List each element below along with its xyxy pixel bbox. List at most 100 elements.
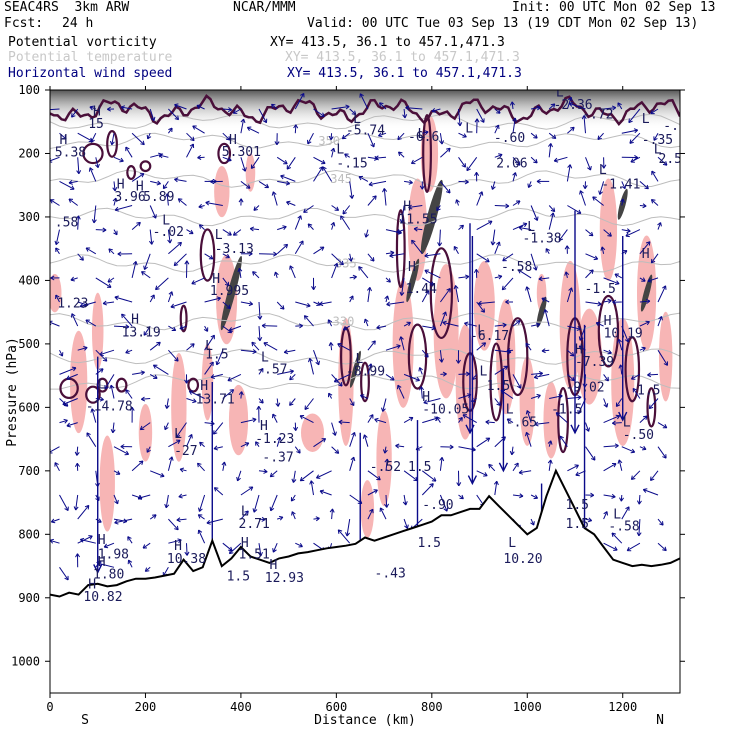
wind-vector-head xyxy=(150,294,155,299)
wind-vector-head xyxy=(455,359,461,364)
wind-vector xyxy=(544,309,550,327)
pv-extremum-value: 2.71 xyxy=(239,517,270,532)
wind-vector xyxy=(140,422,151,431)
wind-vector-head xyxy=(525,286,530,291)
wind-vector-head xyxy=(410,159,416,165)
y-tick-label: 300 xyxy=(18,210,40,224)
wind-vector xyxy=(439,311,447,327)
wind-vector-head xyxy=(555,412,561,417)
pv-low-marker: L xyxy=(356,352,364,367)
pv-extremum-value: 12.93 xyxy=(265,571,304,586)
wind-vector-head xyxy=(250,164,256,169)
wind-vector-head xyxy=(95,163,100,169)
wind-vector xyxy=(453,246,459,255)
wind-speed-shading xyxy=(376,410,392,507)
wind-vector-head xyxy=(423,399,428,405)
wind-vector xyxy=(648,398,659,409)
wind-vector xyxy=(585,269,594,279)
wind-vector-head xyxy=(273,271,279,276)
wind-vector xyxy=(167,229,171,244)
wind-vector-head xyxy=(213,445,218,451)
wind-vector xyxy=(657,422,668,429)
pv-extremum-value: 1.23 xyxy=(57,297,88,312)
wind-vector xyxy=(327,319,333,327)
wind-vector-head xyxy=(406,321,411,327)
wind-vector xyxy=(548,103,556,110)
wind-vector-head xyxy=(191,280,196,285)
wind-vector xyxy=(240,157,246,172)
wind-vector xyxy=(204,361,214,375)
wind-vector xyxy=(168,439,181,448)
wind-vector xyxy=(168,242,182,255)
wind-vector xyxy=(592,196,604,206)
wind-vector xyxy=(567,205,582,214)
wind-vector-head xyxy=(662,454,667,459)
y-tick-label: 700 xyxy=(18,464,40,478)
wind-vector xyxy=(548,205,556,212)
wind-vector xyxy=(304,398,314,410)
wind-vector xyxy=(204,334,215,351)
pv-extremum-value: -14.78 xyxy=(86,400,133,415)
wind-vector xyxy=(90,132,97,143)
wind-vector xyxy=(162,181,169,189)
pv-extremum-value: -27 xyxy=(174,444,197,459)
pv-extremum-value: -.60 xyxy=(494,131,525,146)
wind-vector-head xyxy=(64,506,69,512)
wind-vector-head xyxy=(298,543,303,548)
wind-vector-head xyxy=(371,340,376,345)
wind-vector-head xyxy=(374,155,379,161)
wind-vector-head xyxy=(480,308,485,313)
wind-vector-head xyxy=(203,327,209,332)
wind-vector xyxy=(50,199,60,206)
pv-extremum-value: -1.38 xyxy=(523,231,562,246)
pv-extremum-value: 13.19 xyxy=(122,325,161,340)
wind-vector xyxy=(476,301,485,313)
wind-vector xyxy=(55,294,60,303)
wind-vector-head xyxy=(418,367,424,372)
wind-vector-head xyxy=(237,267,243,273)
wind-vector xyxy=(458,494,464,500)
wind-vector-head xyxy=(457,122,463,127)
wind-vector-head xyxy=(429,483,434,488)
wind-vector-head xyxy=(170,303,175,309)
wind-vector xyxy=(440,147,451,158)
pv-contour xyxy=(126,165,137,181)
wind-vector xyxy=(639,347,646,351)
wind-vector xyxy=(51,518,60,523)
wind-vector xyxy=(384,446,387,454)
wind-vector-head xyxy=(408,416,414,422)
wind-vector-head xyxy=(113,230,118,236)
wind-vector-head xyxy=(515,161,521,166)
wind-vector xyxy=(512,374,522,389)
wind-vector-head xyxy=(502,322,507,328)
wind-vector-head xyxy=(216,296,221,302)
pv-extremum-value: -.30 xyxy=(663,119,694,134)
wind-vector-head xyxy=(264,183,270,189)
wind-vector-head xyxy=(624,338,630,343)
wind-vector xyxy=(170,301,187,308)
wind-speed-shading xyxy=(201,343,214,421)
wind-vector-head xyxy=(429,281,435,286)
wind-vector xyxy=(650,108,659,115)
wind-vector-head xyxy=(587,166,592,171)
wind-vector-head xyxy=(175,433,181,438)
wind-vector-head xyxy=(446,288,451,293)
wind-vector xyxy=(466,157,478,171)
wind-vector-head xyxy=(334,206,340,211)
pv-extremum-value: -6.6 xyxy=(408,130,439,145)
wind-vector-head xyxy=(604,376,609,382)
wind-vector xyxy=(276,436,281,447)
pv-low-marker: L xyxy=(506,403,514,418)
wind-vector xyxy=(186,434,193,447)
wind-vector-head xyxy=(636,500,642,505)
wind-core-shading xyxy=(406,258,420,303)
wind-vector xyxy=(162,567,169,577)
wind-vector xyxy=(554,156,568,162)
wind-vector xyxy=(421,290,430,303)
wind-vector-head xyxy=(319,489,325,495)
wind-vector xyxy=(367,508,374,520)
wind-vector xyxy=(567,349,575,357)
wind-vector-head xyxy=(227,156,232,162)
wind-vector xyxy=(299,470,314,482)
wind-vector xyxy=(114,518,133,524)
